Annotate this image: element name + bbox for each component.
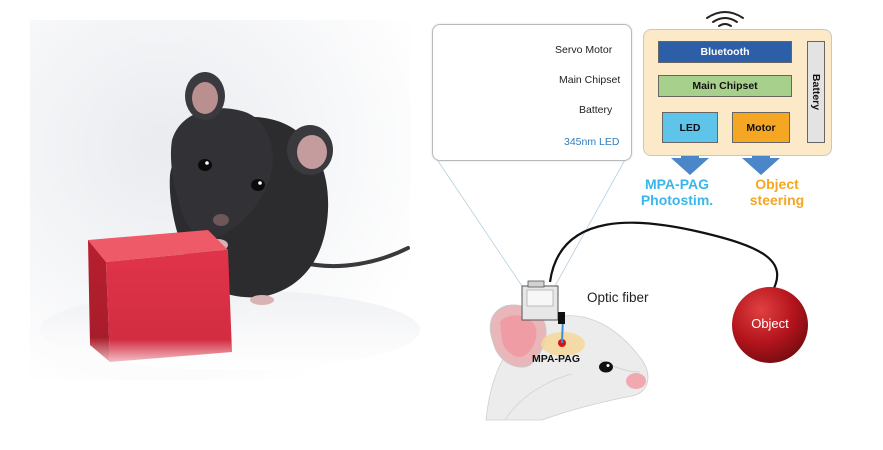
main-chipset-label: Main Chipset bbox=[559, 74, 621, 86]
output-motor-line2: steering bbox=[749, 192, 805, 208]
projection-line-right bbox=[554, 157, 627, 287]
battery-block-label: Battery bbox=[810, 73, 822, 111]
object-ball bbox=[732, 287, 808, 363]
mouse-head-illustration bbox=[485, 304, 649, 421]
servo-motor-label: Servo Motor bbox=[555, 44, 613, 56]
wifi-signal-icon bbox=[706, 11, 744, 27]
block-diagram-panel: Bluetooth Main Chipset LED Motor Battery bbox=[643, 29, 832, 156]
bluetooth-block: Bluetooth bbox=[658, 41, 792, 63]
mpa-pag-label: MPA-PAG bbox=[532, 353, 581, 365]
object-label: Object bbox=[751, 316, 789, 331]
led-345nm-label: 345nm LED bbox=[564, 136, 620, 148]
motor-block: Motor bbox=[732, 112, 790, 143]
led-block: LED bbox=[662, 112, 718, 143]
optic-fiber-label: Optic fiber bbox=[587, 290, 649, 305]
steering-wire bbox=[548, 221, 779, 293]
battery-label: Battery bbox=[579, 104, 613, 116]
projection-line-left bbox=[435, 157, 523, 287]
output-led-line2: Photostim. bbox=[640, 192, 714, 208]
main-chipset-block: Main Chipset bbox=[658, 75, 792, 97]
output-motor-label: Object steering bbox=[740, 176, 814, 208]
device-inset-panel bbox=[432, 24, 632, 161]
output-led-label: MPA-PAG Photostim. bbox=[632, 176, 722, 208]
head-device bbox=[521, 280, 565, 324]
battery-block: Battery bbox=[807, 41, 825, 143]
output-motor-line1: Object bbox=[755, 176, 799, 192]
red-cube bbox=[88, 230, 232, 362]
output-led-line1: MPA-PAG bbox=[644, 176, 710, 192]
